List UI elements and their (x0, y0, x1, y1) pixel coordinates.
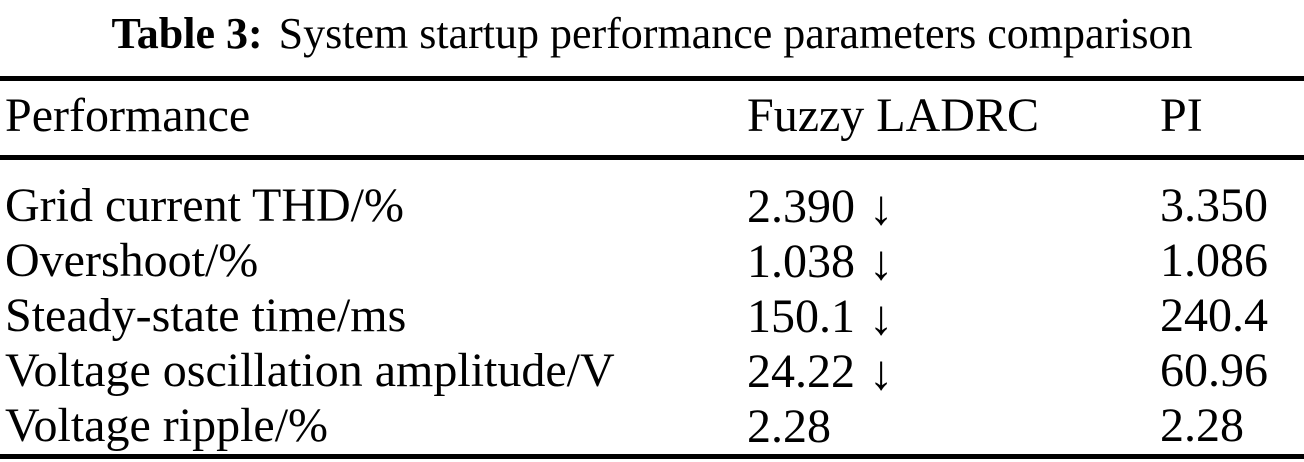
table-top-rule (0, 76, 1304, 81)
value-text: 24.22 (747, 345, 855, 398)
value-text: 150.1 (747, 290, 855, 343)
pi-value: 2.28 (1160, 399, 1244, 452)
table-caption-label: Table 3: (111, 9, 263, 58)
down-arrow-icon: ↓ (869, 235, 894, 291)
down-arrow-icon: ↓ (869, 290, 894, 346)
value-text: 2.28 (747, 400, 831, 453)
table-bottom-rule (0, 454, 1304, 459)
pi-value: 3.350 (1160, 179, 1268, 232)
pi-value: 240.4 (1160, 289, 1268, 342)
column-header-fuzzy-ladrc: Fuzzy LADRC (747, 88, 1039, 142)
row-label: Overshoot/% (5, 234, 259, 287)
column-header-pi: PI (1160, 88, 1203, 142)
row-label: Steady-state time/ms (5, 289, 407, 342)
down-arrow-icon: ↓ (869, 345, 894, 401)
table-row: Overshoot/% 1.038 ↓ 1.086 (0, 233, 1304, 291)
table-row: Grid current THD/% 2.390 ↓ 3.350 (0, 178, 1304, 236)
table-caption-text: System startup performance parameters co… (278, 9, 1193, 58)
table-row: Voltage oscillation amplitude/V 24.22 ↓ 6… (0, 343, 1304, 401)
table-row: Voltage ripple/% 2.28 2.28 (0, 398, 1304, 453)
table-header-row: Performance Fuzzy LADRC PI (0, 81, 1304, 155)
value-text: 2.390 (747, 180, 855, 233)
table-caption: Table 3: System startup performance param… (0, 0, 1304, 64)
column-header-performance: Performance (5, 88, 251, 142)
table-header-rule (0, 155, 1304, 160)
value-text: 1.038 (747, 235, 855, 288)
pi-value: 1.086 (1160, 234, 1268, 287)
pi-value: 60.96 (1160, 344, 1268, 397)
fuzzy-ladrc-value: 24.22 ↓ (747, 343, 1160, 401)
row-label: Voltage ripple/% (5, 399, 329, 452)
down-arrow-icon: ↓ (869, 180, 894, 236)
table-row: Steady-state time/ms 150.1 ↓ 240.4 (0, 288, 1304, 346)
fuzzy-ladrc-value: 150.1 ↓ (747, 288, 1160, 346)
row-label: Grid current THD/% (5, 179, 404, 232)
fuzzy-ladrc-value: 2.28 (747, 398, 1160, 454)
fuzzy-ladrc-value: 1.038 ↓ (747, 233, 1160, 291)
row-label: Voltage oscillation amplitude/V (5, 344, 615, 397)
table-body: Grid current THD/% 2.390 ↓ 3.350 Overshoo… (0, 160, 1304, 453)
fuzzy-ladrc-value: 2.390 ↓ (747, 178, 1160, 236)
